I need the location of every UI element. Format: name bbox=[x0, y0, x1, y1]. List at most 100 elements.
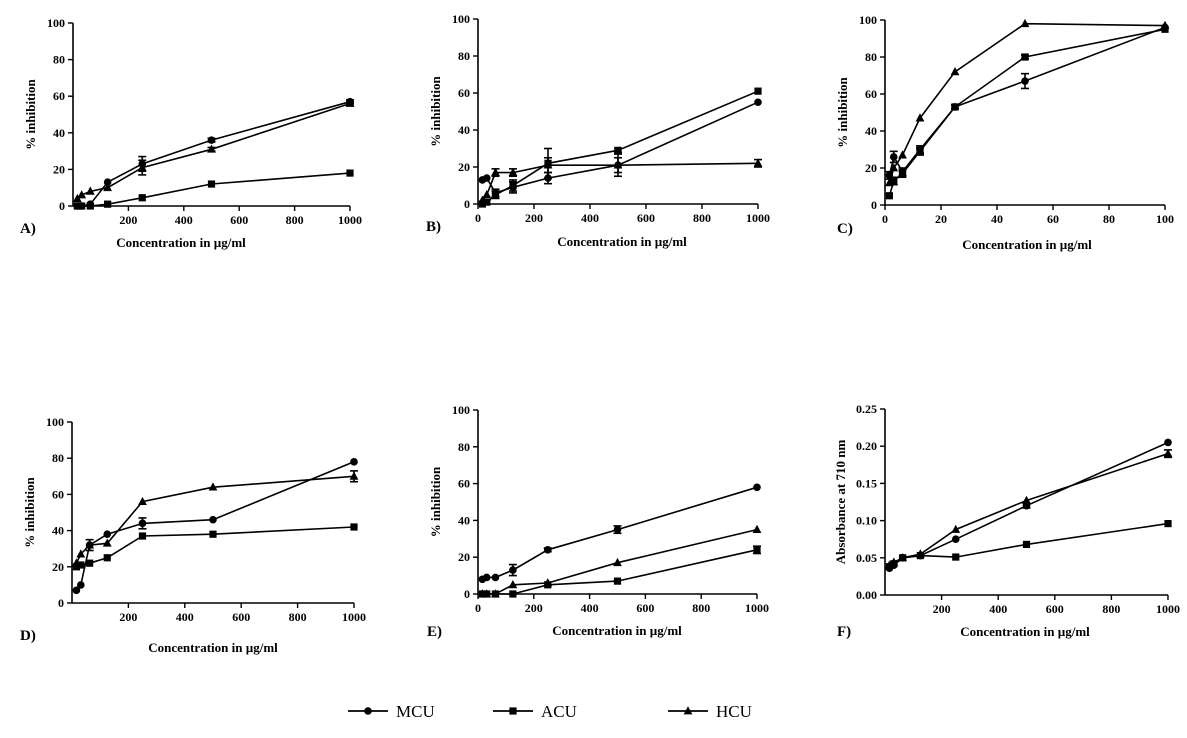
data-point-hcu bbox=[613, 557, 622, 567]
data-point-mcu bbox=[889, 153, 898, 161]
figure-legend: MCU ACU HCU bbox=[348, 702, 752, 721]
data-point-hcu bbox=[915, 113, 925, 122]
data-point-hcu bbox=[345, 98, 355, 107]
x-tick-label: 200 bbox=[525, 211, 543, 225]
data-point-hcu bbox=[885, 560, 894, 569]
x-tick-label: 400 bbox=[581, 211, 599, 225]
data-point-mcu bbox=[509, 566, 517, 574]
data-point-hcu bbox=[543, 160, 553, 169]
data-point-acu bbox=[86, 559, 94, 567]
data-point-hcu bbox=[508, 580, 518, 589]
x-tick-label: 800 bbox=[693, 211, 711, 225]
x-tick-label: 600 bbox=[230, 213, 248, 227]
x-tick-label: 60 bbox=[1047, 212, 1059, 226]
data-point-hcu bbox=[137, 162, 147, 171]
data-point-mcu bbox=[350, 458, 358, 466]
data-point-acu bbox=[754, 87, 762, 95]
data-point-acu bbox=[1164, 519, 1172, 528]
data-point-acu bbox=[952, 553, 960, 561]
data-point-hcu bbox=[208, 482, 218, 491]
y-tick-label: 0 bbox=[59, 199, 65, 213]
x-tick-label: 0 bbox=[475, 601, 481, 615]
y-tick-label: 80 bbox=[53, 53, 65, 67]
data-point-mcu bbox=[1021, 77, 1029, 85]
data-point-acu bbox=[478, 200, 486, 208]
x-tick-label: 1000 bbox=[745, 601, 769, 615]
y-axis-label: % inhibition bbox=[835, 77, 850, 148]
series-hcu bbox=[72, 98, 355, 203]
x-axis-label: Concentration in µg/ml bbox=[148, 640, 278, 655]
series-acu bbox=[72, 523, 358, 571]
data-point-hcu bbox=[71, 558, 81, 567]
y-tick-label: 80 bbox=[52, 451, 64, 465]
y-tick-label: 60 bbox=[53, 89, 65, 103]
data-point-acu bbox=[753, 546, 761, 554]
x-tick-label: 1000 bbox=[338, 213, 362, 227]
series-mcu bbox=[72, 458, 358, 595]
data-point-hcu bbox=[898, 150, 907, 159]
data-point-mcu bbox=[207, 136, 216, 144]
x-axis-label: Concentration in µg/ml bbox=[960, 624, 1090, 639]
legend-marker-triangle bbox=[683, 706, 693, 715]
panel-label: C) bbox=[837, 221, 853, 237]
y-tick-label: 0.00 bbox=[856, 588, 877, 602]
data-point-mcu bbox=[543, 546, 552, 554]
legend-marker-circle bbox=[364, 707, 372, 715]
y-tick-label: 40 bbox=[458, 513, 470, 527]
chart-panel-a: 0 20 40 60 80 100 200 400 600 800 1000 Concentratio… bbox=[20, 16, 362, 250]
data-point-mcu bbox=[951, 535, 960, 543]
data-point-hcu bbox=[138, 496, 147, 506]
data-point-mcu bbox=[482, 573, 491, 582]
y-tick-label: 80 bbox=[865, 50, 877, 64]
data-point-acu bbox=[483, 198, 491, 206]
data-point-acu bbox=[103, 554, 111, 562]
x-tick-label: 1000 bbox=[1156, 602, 1180, 616]
data-point-acu bbox=[613, 577, 622, 585]
x-tick-label: 200 bbox=[933, 602, 951, 616]
series-hcu bbox=[477, 153, 763, 204]
data-point-mcu bbox=[491, 573, 500, 582]
y-tick-label: 80 bbox=[458, 49, 470, 63]
series-acu bbox=[885, 519, 1172, 571]
data-point-hcu bbox=[1160, 20, 1170, 29]
y-tick-label: 40 bbox=[865, 124, 877, 138]
panel-label: A) bbox=[20, 221, 36, 237]
x-tick-label: 400 bbox=[989, 602, 1007, 616]
x-tick-label: 800 bbox=[692, 601, 710, 615]
legend-item-hcu: HCU bbox=[668, 702, 752, 721]
series-line-mcu bbox=[75, 461, 355, 591]
data-point-acu bbox=[890, 177, 898, 185]
series-acu bbox=[478, 87, 762, 208]
x-tick-label: 200 bbox=[119, 213, 137, 227]
data-point-acu bbox=[78, 202, 86, 210]
data-point-hcu bbox=[951, 524, 961, 533]
data-point-acu bbox=[916, 147, 924, 155]
y-tick-label: 40 bbox=[52, 524, 64, 538]
data-point-hcu bbox=[482, 589, 492, 598]
y-tick-label: 0.05 bbox=[856, 551, 877, 565]
data-point-hcu bbox=[889, 557, 899, 566]
x-tick-label: 600 bbox=[637, 211, 655, 225]
y-tick-label: 20 bbox=[865, 161, 877, 175]
legend-item-acu: ACU bbox=[493, 702, 577, 721]
y-axis-label: % inhibition bbox=[23, 79, 38, 150]
x-tick-label: 800 bbox=[286, 213, 304, 227]
x-tick-label: 600 bbox=[636, 601, 654, 615]
data-point-hcu bbox=[491, 589, 500, 598]
y-tick-label: 60 bbox=[865, 87, 877, 101]
data-point-hcu bbox=[207, 144, 216, 153]
data-point-acu bbox=[350, 523, 358, 531]
y-axis-label: % inhibition bbox=[428, 466, 443, 537]
data-point-acu bbox=[207, 180, 216, 188]
data-point-acu bbox=[491, 191, 500, 199]
y-tick-label: 20 bbox=[458, 550, 470, 564]
data-point-mcu bbox=[77, 581, 85, 589]
x-tick-label: 400 bbox=[176, 610, 194, 624]
data-point-mcu bbox=[753, 483, 761, 492]
data-point-acu bbox=[77, 561, 85, 569]
x-tick-label: 1000 bbox=[342, 610, 366, 624]
data-point-hcu bbox=[76, 549, 86, 558]
series-acu bbox=[885, 25, 1169, 200]
y-tick-label: 100 bbox=[452, 12, 470, 26]
